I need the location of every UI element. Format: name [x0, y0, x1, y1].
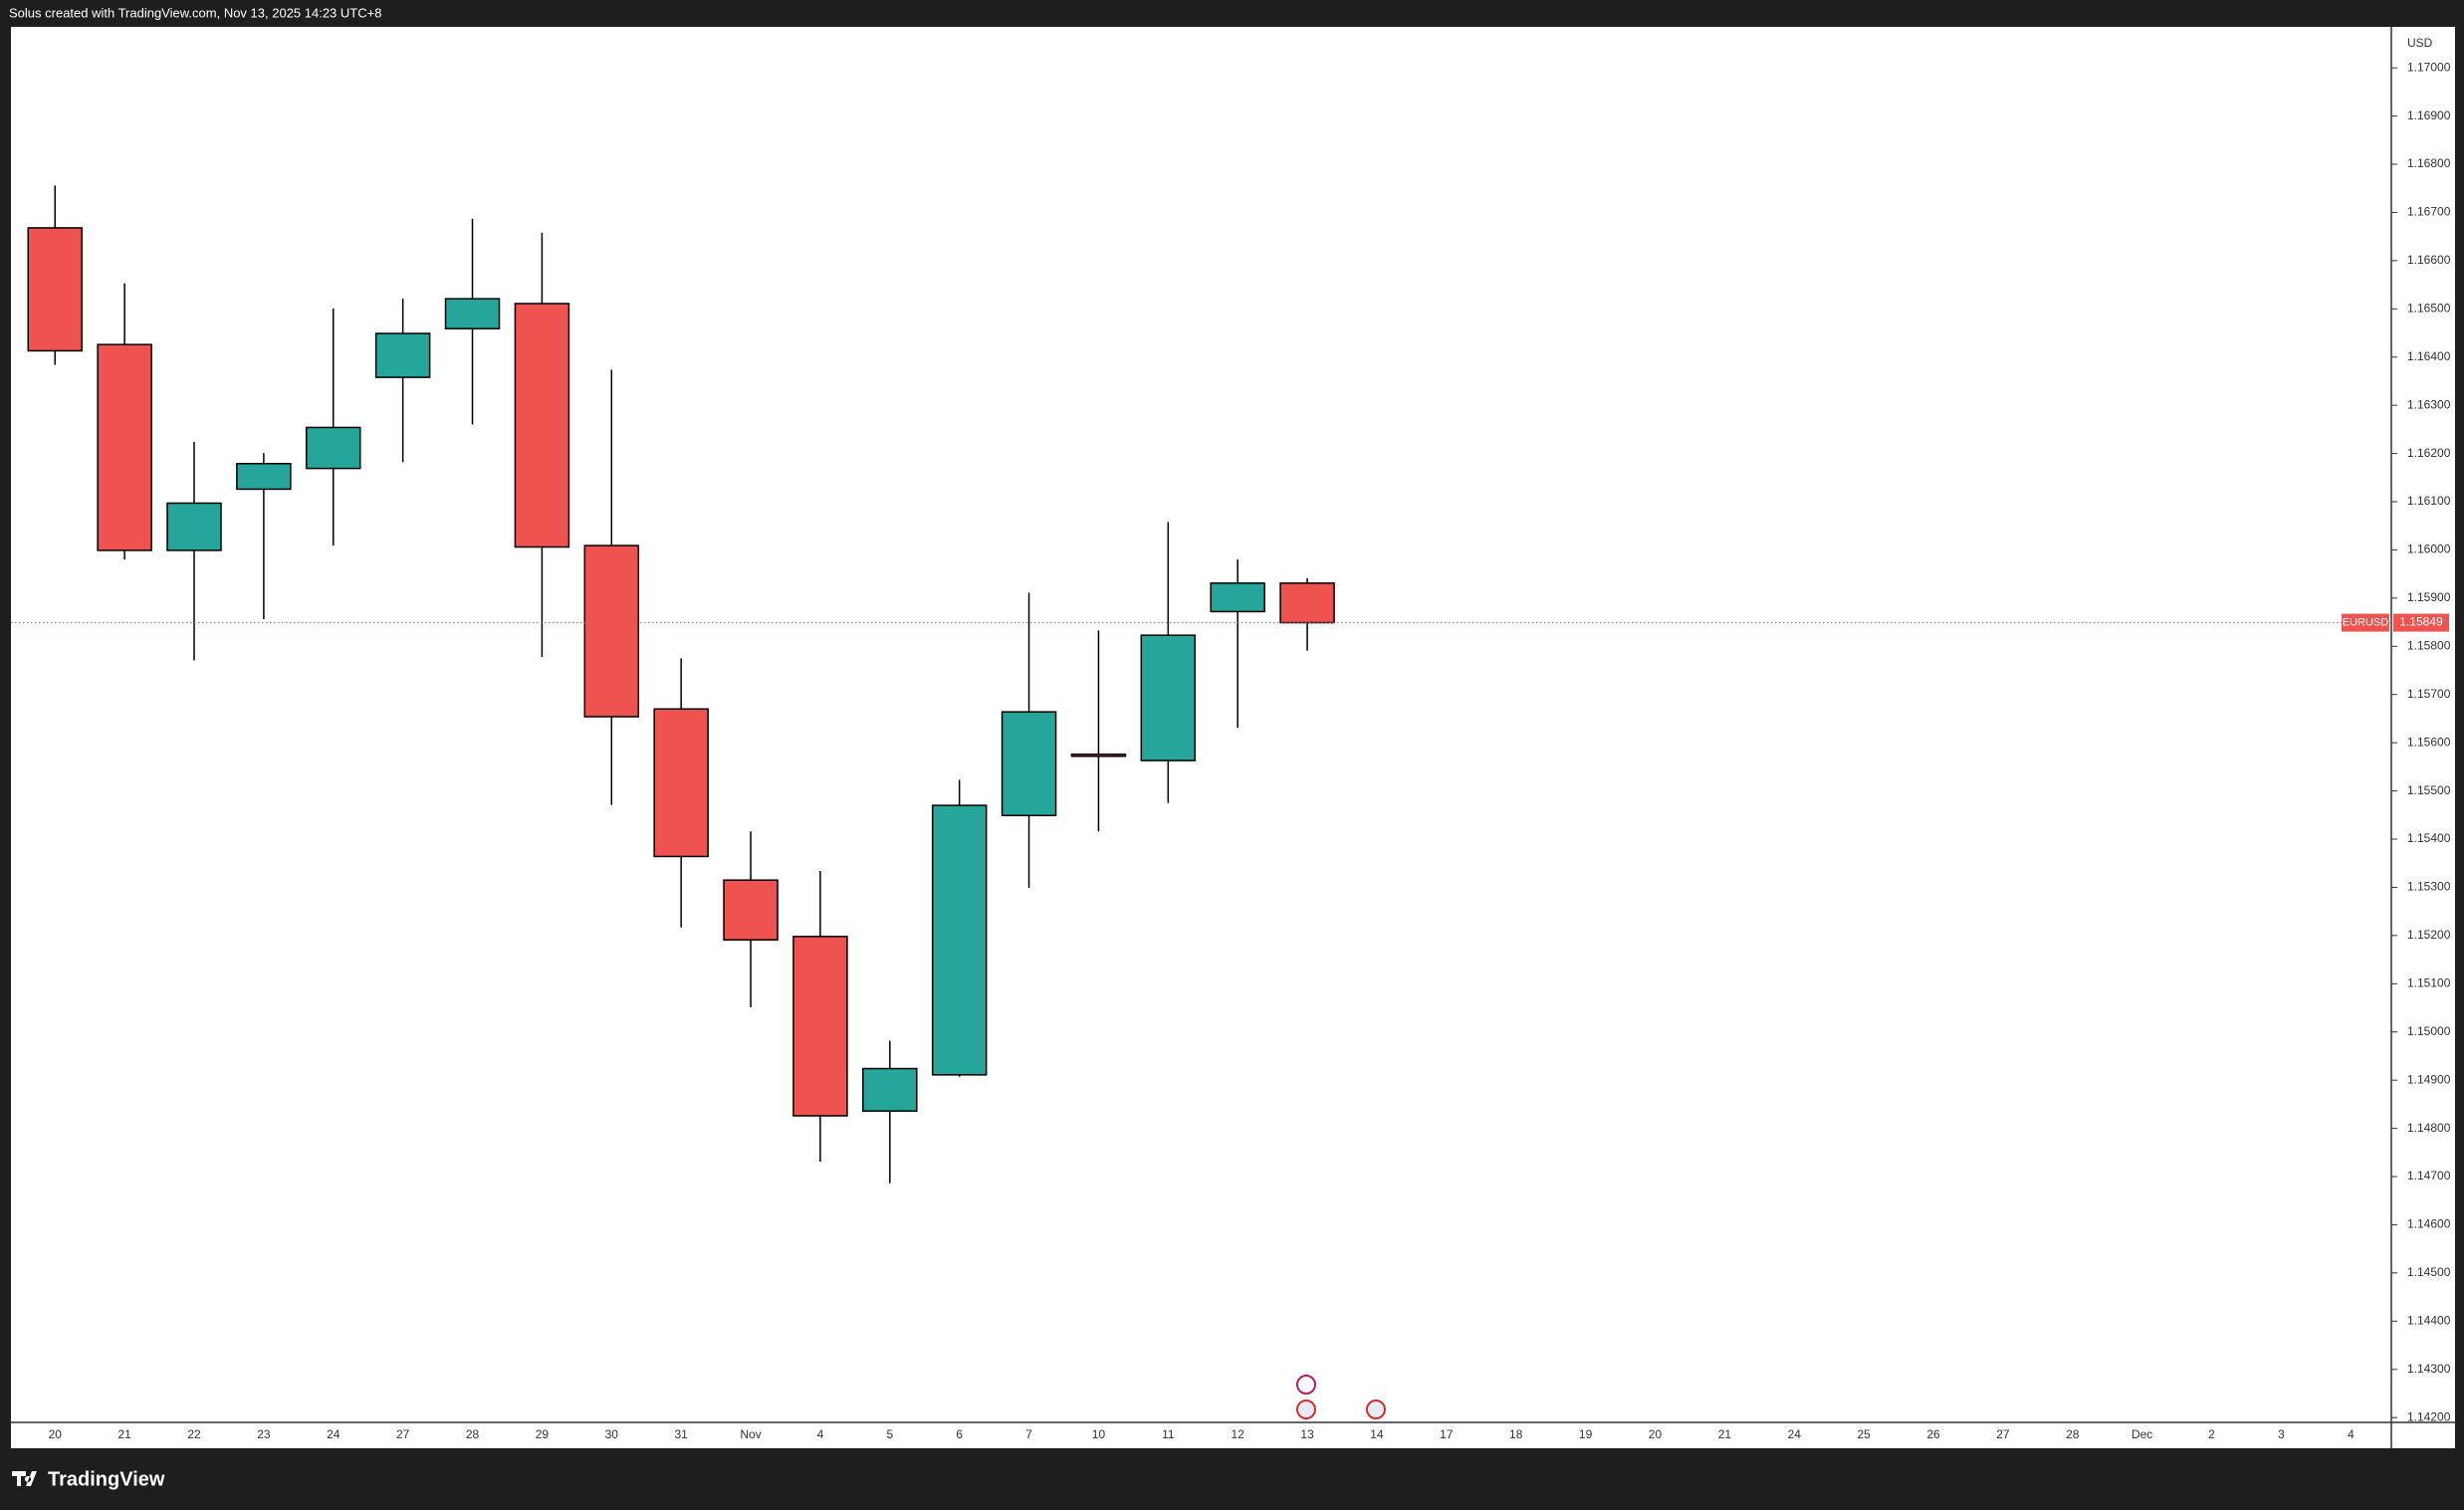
y-tick-label: 1.16000 [2407, 542, 2451, 556]
candle-body [1210, 582, 1265, 613]
x-tick-label: 3 [2278, 1427, 2285, 1441]
price-tag-label: 1.15849 [2399, 615, 2443, 629]
logo: TradingView [12, 1468, 165, 1490]
x-tick-label: Dec [2131, 1427, 2152, 1441]
event-icon [1366, 1400, 1386, 1419]
y-tick-label: 1.15800 [2407, 638, 2451, 652]
y-tick-label: 1.14300 [2407, 1362, 2451, 1376]
x-tick-label: 13 [1300, 1427, 1314, 1441]
candle-body [1140, 634, 1197, 761]
candle-body [1001, 711, 1057, 817]
x-tick-label: 23 [257, 1427, 271, 1441]
x-tick-label: 21 [117, 1427, 131, 1441]
x-tick-label: 29 [536, 1427, 550, 1441]
y-tick-label: 1.14800 [2407, 1121, 2451, 1135]
x-tick-label: 28 [2066, 1427, 2080, 1441]
candle-body [236, 463, 292, 491]
x-tick-label: 4 [817, 1427, 824, 1441]
y-tick-label: 1.14600 [2407, 1217, 2451, 1231]
y-tick-label: 1.14200 [2407, 1409, 2451, 1423]
x-tick-label: 10 [1092, 1427, 1106, 1441]
y-tick-label: 1.14900 [2407, 1072, 2451, 1086]
y-tick-label: 1.15200 [2407, 928, 2451, 942]
event-icon [1296, 1375, 1316, 1395]
x-tick-label: 18 [1509, 1427, 1523, 1441]
y-tick-label: 1.14500 [2407, 1265, 2451, 1279]
x-tick-label: 4 [2348, 1427, 2354, 1441]
x-tick-label: Nov [740, 1427, 761, 1441]
candle-body [862, 1067, 918, 1112]
logo-icon [12, 1471, 37, 1486]
x-tick-label: 22 [187, 1427, 201, 1441]
y-tick-label: 1.15700 [2407, 687, 2451, 701]
x-tick-label: 12 [1232, 1427, 1245, 1441]
x-tick-label: 30 [605, 1427, 619, 1441]
y-tick-label: 1.16800 [2407, 156, 2451, 170]
candle-body [166, 502, 222, 551]
candle-body [514, 303, 570, 548]
x-tick-label: 7 [1025, 1427, 1032, 1441]
y-tick-label: 1.16900 [2407, 108, 2451, 122]
y-tick-label: 1.16200 [2407, 446, 2451, 460]
x-tick-label: 28 [466, 1427, 480, 1441]
candle-body [27, 227, 83, 352]
symbol-tag [2342, 613, 2389, 632]
y-tick-label: 1.15600 [2407, 735, 2451, 749]
y-axis-label: USD [2407, 36, 2433, 50]
x-tick-label: 20 [1649, 1427, 1663, 1441]
x-tick-label: 31 [674, 1427, 688, 1441]
candle-body [374, 332, 431, 378]
x-tick-label: 27 [396, 1427, 410, 1441]
price-tag [2393, 613, 2449, 632]
y-tick-label: 1.14400 [2407, 1313, 2451, 1327]
candle-body [97, 343, 152, 551]
candle-body [1279, 582, 1335, 624]
y-tick-label: 1.16400 [2407, 349, 2451, 363]
y-tick-label: 1.16500 [2407, 301, 2451, 315]
y-tick-label: 1.15100 [2407, 975, 2451, 989]
logo-text: TradingView [48, 1468, 165, 1490]
x-tick-label: 14 [1370, 1427, 1384, 1441]
y-tick-label: 1.15500 [2407, 783, 2451, 797]
y-tick-label: 1.15300 [2407, 880, 2451, 894]
header-title: Solus created with TradingView.com, Nov … [9, 5, 381, 20]
y-tick-label: 1.16100 [2407, 494, 2451, 508]
x-tick-label: 26 [1926, 1427, 1940, 1441]
candle-body [583, 544, 640, 718]
candle-body [444, 298, 501, 329]
x-tick-label: 17 [1440, 1427, 1454, 1441]
x-tick-label: 19 [1579, 1427, 1593, 1441]
y-tick-label: 1.15000 [2407, 1024, 2451, 1038]
x-tick-label: 24 [327, 1427, 340, 1441]
candle-body [306, 426, 361, 470]
y-tick-label: 1.15400 [2407, 831, 2451, 845]
x-tick-label: 27 [1996, 1427, 2010, 1441]
y-tick-label: 1.16300 [2407, 397, 2451, 411]
candle-body [723, 879, 779, 941]
y-tick-label: 1.15900 [2407, 590, 2451, 604]
candle-body [1070, 754, 1127, 757]
y-tick-label: 1.16600 [2407, 253, 2451, 267]
x-tick-label: 21 [1718, 1427, 1732, 1441]
candle-body [792, 936, 848, 1117]
y-tick-label: 1.16700 [2407, 205, 2451, 219]
x-tick-label: 25 [1857, 1427, 1871, 1441]
x-tick-label: 2 [2208, 1427, 2215, 1441]
x-tick-label: 11 [1162, 1427, 1175, 1441]
x-tick-label: 24 [1788, 1427, 1802, 1441]
candle-body [653, 708, 709, 858]
symbol-tag-label: EURUSD [2343, 616, 2389, 628]
x-tick-label: 5 [886, 1427, 893, 1441]
y-tick-label: 1.14700 [2407, 1169, 2451, 1183]
event-icon [1296, 1400, 1316, 1419]
plot-background [11, 27, 2455, 1448]
event-icons [1296, 1375, 1386, 1419]
x-tick-label: 6 [956, 1427, 963, 1441]
x-tick-label: 20 [49, 1427, 63, 1441]
candle-body [931, 804, 988, 1076]
y-tick-label: 1.17000 [2407, 60, 2451, 74]
